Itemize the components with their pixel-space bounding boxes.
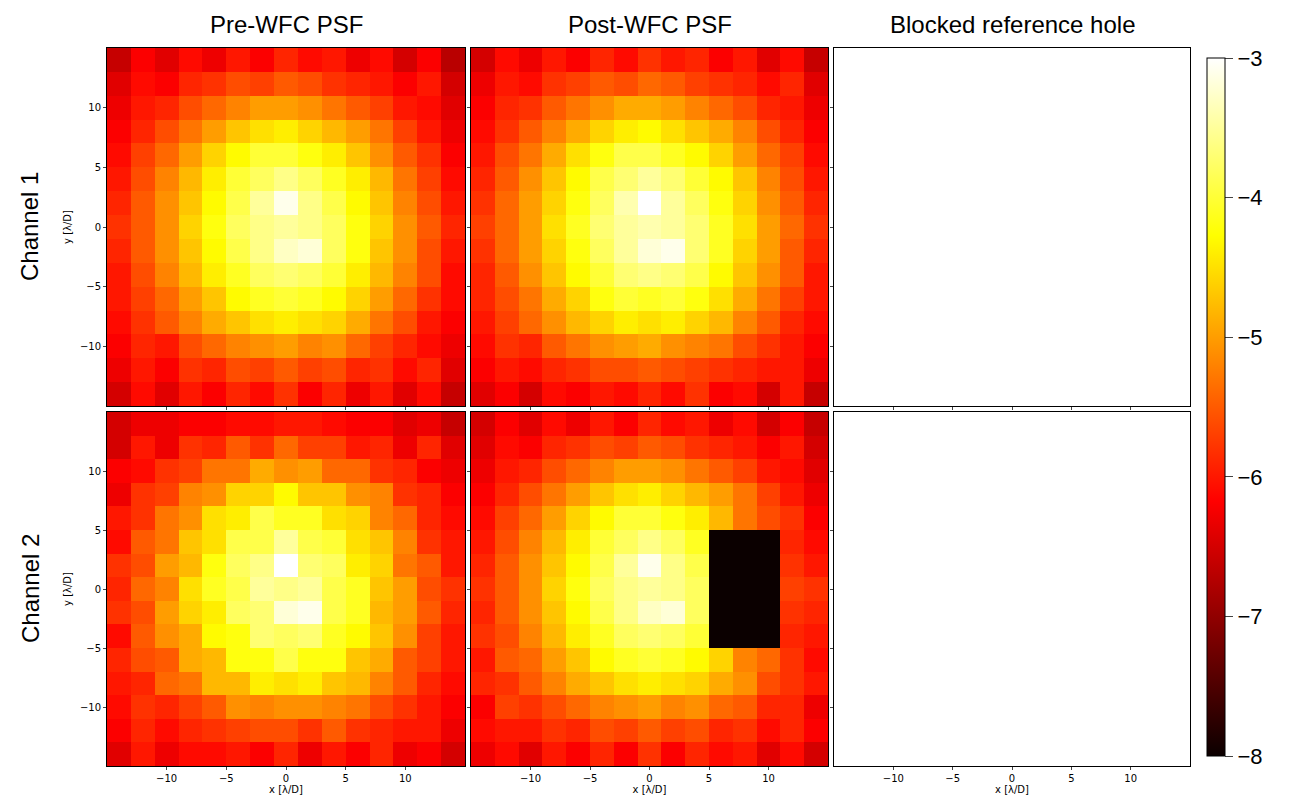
svg-text:0: 0: [1009, 773, 1015, 784]
svg-text:−6: −6: [1237, 465, 1262, 490]
svg-text:Post-WFC PSF: Post-WFC PSF: [568, 11, 732, 38]
svg-text:Pre-WFC PSF: Pre-WFC PSF: [210, 11, 363, 38]
svg-text:0: 0: [95, 584, 101, 595]
svg-text:0: 0: [95, 222, 101, 233]
svg-text:−5: −5: [219, 773, 234, 784]
svg-text:−10: −10: [80, 341, 101, 352]
svg-text:x [λ/D]: x [λ/D]: [633, 784, 667, 795]
svg-text:x [λ/D]: x [λ/D]: [995, 784, 1029, 795]
svg-text:−5: −5: [945, 773, 960, 784]
svg-text:−5: −5: [583, 773, 598, 784]
svg-text:10: 10: [399, 773, 412, 784]
svg-text:−3: −3: [1237, 46, 1262, 71]
svg-text:0: 0: [646, 773, 652, 784]
svg-text:−7: −7: [1237, 604, 1262, 629]
svg-text:−5: −5: [86, 643, 101, 654]
svg-text:−10: −10: [520, 773, 541, 784]
svg-text:5: 5: [342, 773, 348, 784]
svg-text:x [λ/D]: x [λ/D]: [269, 784, 303, 795]
svg-text:−10: −10: [883, 773, 904, 784]
svg-text:0: 0: [283, 773, 289, 784]
svg-text:−4: −4: [1237, 185, 1262, 210]
svg-text:y [λ/D]: y [λ/D]: [62, 572, 73, 606]
svg-text:5: 5: [706, 773, 712, 784]
svg-text:−8: −8: [1237, 744, 1262, 769]
svg-text:10: 10: [762, 773, 775, 784]
svg-text:Channel 2: Channel 2: [17, 534, 44, 643]
svg-text:5: 5: [95, 525, 101, 536]
svg-text:Channel 1: Channel 1: [16, 172, 43, 281]
svg-text:5: 5: [1068, 773, 1074, 784]
svg-text:−10: −10: [156, 773, 177, 784]
svg-text:−5: −5: [86, 281, 101, 292]
svg-text:−10: −10: [80, 702, 101, 713]
svg-text:10: 10: [88, 102, 101, 113]
svg-text:10: 10: [88, 466, 101, 477]
svg-text:−5: −5: [1237, 325, 1262, 350]
svg-text:Blocked reference hole: Blocked reference hole: [890, 11, 1135, 38]
svg-text:5: 5: [95, 162, 101, 173]
svg-text:10: 10: [1124, 773, 1137, 784]
svg-text:y [λ/D]: y [λ/D]: [62, 210, 73, 244]
